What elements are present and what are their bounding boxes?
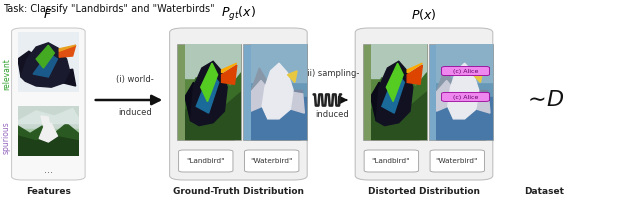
Text: "Landbird": "Landbird" [372, 158, 410, 164]
Text: (i) world-: (i) world- [116, 75, 154, 84]
Text: Ground-Truth Distribution: Ground-Truth Distribution [173, 188, 303, 196]
Text: Dataset: Dataset [524, 188, 564, 196]
Text: Environment: Environment [19, 112, 77, 121]
FancyBboxPatch shape [442, 92, 490, 101]
Text: $\sim\! D$: $\sim\! D$ [523, 89, 565, 111]
Text: "Waterbird": "Waterbird" [436, 158, 478, 164]
FancyBboxPatch shape [364, 150, 419, 172]
FancyBboxPatch shape [442, 67, 490, 76]
FancyBboxPatch shape [12, 28, 85, 180]
Text: induced: induced [118, 108, 152, 117]
Text: $P(x)$: $P(x)$ [411, 6, 436, 21]
FancyBboxPatch shape [430, 150, 484, 172]
Text: (c) Alice: (c) Alice [452, 95, 478, 99]
Text: induced: induced [316, 110, 349, 119]
FancyBboxPatch shape [371, 44, 427, 140]
FancyBboxPatch shape [170, 28, 307, 180]
FancyBboxPatch shape [355, 28, 493, 180]
Text: Distorted Distribution: Distorted Distribution [367, 188, 480, 196]
Text: Bird: Bird [39, 37, 58, 46]
Text: "Landbird": "Landbird" [186, 158, 225, 164]
Text: relevant: relevant [2, 58, 11, 90]
Text: ...: ... [44, 165, 53, 175]
Text: Task: Classify "Landbirds" and "Waterbirds": Task: Classify "Landbirds" and "Waterbir… [3, 4, 215, 14]
FancyBboxPatch shape [244, 150, 299, 172]
FancyBboxPatch shape [429, 44, 485, 140]
FancyBboxPatch shape [185, 44, 241, 140]
Text: (ii) sampling-: (ii) sampling- [305, 69, 360, 78]
Text: spurious: spurious [2, 121, 11, 154]
Text: $F$: $F$ [44, 7, 52, 21]
Text: (c) Alice: (c) Alice [452, 69, 478, 74]
FancyBboxPatch shape [363, 44, 419, 140]
Text: $P_{gt}(x)$: $P_{gt}(x)$ [221, 5, 255, 23]
FancyBboxPatch shape [243, 44, 300, 140]
FancyBboxPatch shape [177, 44, 234, 140]
Text: "Waterbird": "Waterbird" [250, 158, 292, 164]
FancyBboxPatch shape [436, 44, 493, 140]
FancyBboxPatch shape [251, 44, 307, 140]
Text: Features: Features [26, 188, 71, 196]
FancyBboxPatch shape [179, 150, 233, 172]
